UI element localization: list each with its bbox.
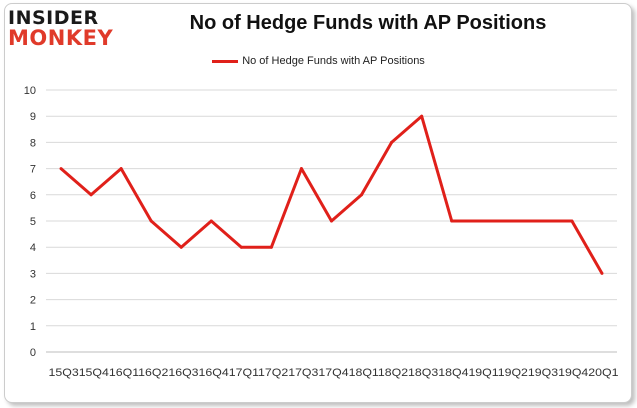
y-tick-label: 5 [30,216,36,228]
y-tick-label: 2 [30,295,36,307]
y-tick-label: 1 [30,321,36,333]
y-tick-label: 8 [30,137,36,149]
data-point-2017Q3 [299,167,303,171]
data-point-2019Q2 [510,219,514,223]
data-point-2015Q4 [89,193,93,197]
y-tick-label: 0 [30,347,36,359]
legend-label: No of Hedge Funds with AP Positions [242,55,425,67]
y-tick-label: 3 [30,268,36,280]
data-point-2018Q3 [420,114,424,118]
chart-title: No of Hedge Funds with AP Positions [189,12,547,34]
data-point-2017Q2 [269,245,273,249]
data-point-2016Q1 [119,167,123,171]
y-tick-label: 7 [30,164,36,176]
data-point-2016Q2 [149,219,153,223]
chart-frame [4,3,632,403]
data-point-2018Q1 [360,193,364,197]
data-point-2020Q1 [600,271,604,275]
y-tick-label: 10 [24,85,36,97]
series-layer [59,114,604,275]
x-tick-labels: 15Q315Q416Q116Q216Q316Q417Q117Q217Q317Q4… [49,367,619,379]
y-tick-label: 9 [30,111,36,123]
data-point-2019Q4 [570,219,574,223]
grid-lines [46,89,617,353]
data-point-2019Q1 [480,219,484,223]
data-point-2017Q1 [239,245,243,249]
logo-line-1: INSIDER [8,7,99,29]
x-axis: 15Q315Q416Q116Q216Q316Q417Q117Q217Q317Q4… [49,367,619,379]
y-tick-label: 6 [30,190,36,202]
data-point-2019Q3 [540,219,544,223]
data-point-2016Q4 [209,219,213,223]
data-point-2016Q3 [179,245,183,249]
logo-line-2: MONKEY [8,26,114,50]
y-tick-label: 4 [30,242,36,254]
y-axis: 0 1 2 3 4 5 6 7 8 9 10 [24,85,36,359]
data-point-2017Q4 [330,219,333,223]
chart-legend: No of Hedge Funds with AP Positions [0,55,637,67]
legend-swatch [212,59,239,63]
data-point-2018Q4 [450,219,454,223]
insider-monkey-logo: INSIDER MONKEY [8,8,118,52]
data-point-2015Q3 [59,167,63,171]
data-point-2018Q2 [390,140,394,144]
